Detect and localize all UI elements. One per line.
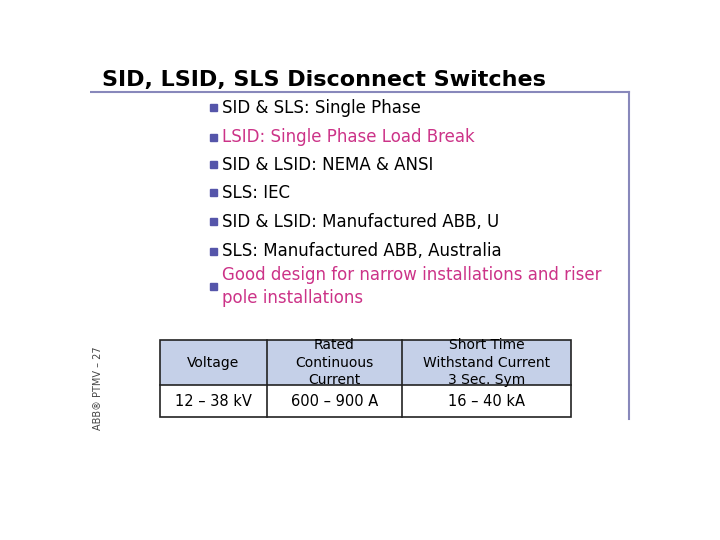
Text: ABB® PTMV – 27: ABB® PTMV – 27	[93, 346, 103, 430]
Bar	[160, 340, 570, 385]
Text: Rated
Continuous
Current: Rated Continuous Current	[295, 339, 374, 387]
Bar	[210, 248, 217, 254]
Bar	[210, 218, 217, 225]
Bar	[160, 385, 570, 417]
Text: SLS: Manufactured ABB, Australia: SLS: Manufactured ABB, Australia	[222, 242, 501, 260]
Text: SID & LSID: NEMA & ANSI: SID & LSID: NEMA & ANSI	[222, 156, 433, 174]
Text: SID, LSID, SLS Disconnect Switches: SID, LSID, SLS Disconnect Switches	[102, 70, 546, 90]
Text: 16 – 40 kA: 16 – 40 kA	[448, 394, 525, 409]
Text: SLS: IEC: SLS: IEC	[222, 184, 289, 201]
Bar	[210, 104, 217, 111]
Text: LSID: Single Phase Load Break: LSID: Single Phase Load Break	[222, 128, 474, 146]
Text: Voltage: Voltage	[187, 356, 239, 370]
Bar	[210, 161, 217, 168]
Bar	[210, 134, 217, 140]
Text: Good design for narrow installations and riser
pole installations: Good design for narrow installations and…	[222, 266, 601, 307]
Text: 600 – 900 A: 600 – 900 A	[291, 394, 378, 409]
Text: SID & SLS: Single Phase: SID & SLS: Single Phase	[222, 99, 420, 117]
Bar	[210, 189, 217, 196]
Bar	[160, 340, 570, 417]
Text: Short Time
Withstand Current
3 Sec. Sym: Short Time Withstand Current 3 Sec. Sym	[423, 339, 550, 387]
Bar	[210, 283, 217, 290]
Text: 12 – 38 kV: 12 – 38 kV	[175, 394, 252, 409]
Text: SID & LSID: Manufactured ABB, U: SID & LSID: Manufactured ABB, U	[222, 213, 499, 231]
